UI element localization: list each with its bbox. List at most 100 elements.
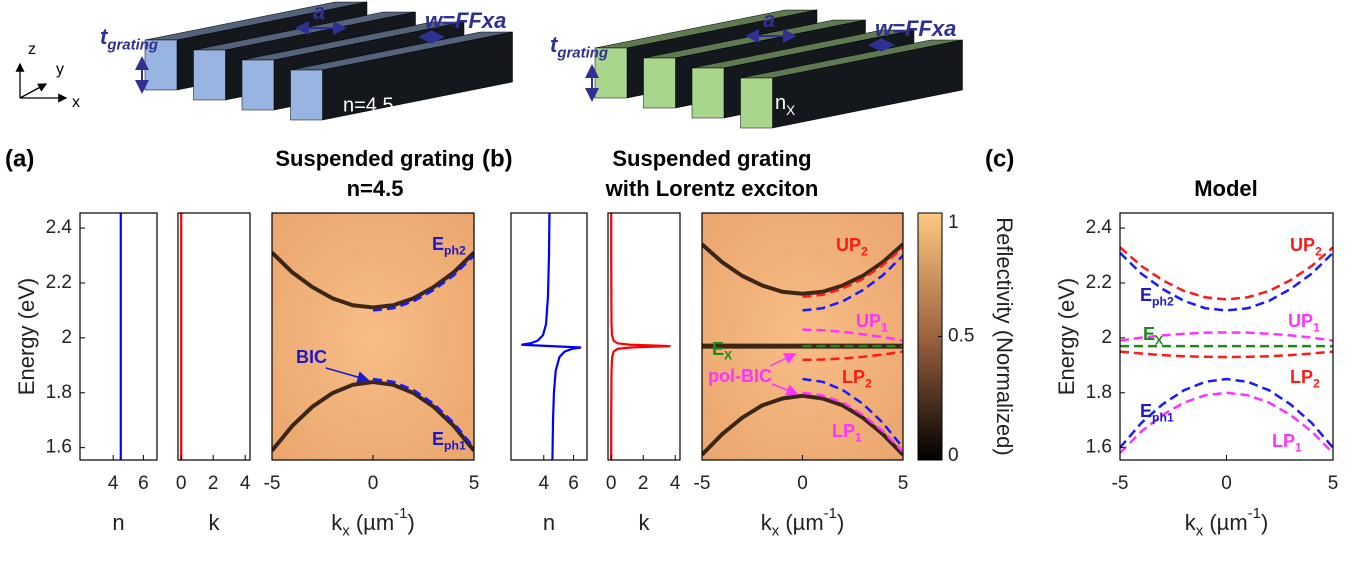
annotation-sub: ph1: [444, 439, 466, 453]
x-axis-label-sup: -1: [394, 505, 407, 522]
axis-icon-label: y: [56, 61, 64, 78]
axis-icon-label: z: [28, 41, 36, 58]
annotation-sub: 1: [1295, 441, 1302, 455]
y-axis-label: Energy (eV): [14, 278, 39, 395]
x-axis-label: kx (µm-1): [331, 505, 415, 540]
annotation-sub: 2: [1313, 377, 1320, 391]
x-tick-label: 2: [208, 473, 219, 494]
x-tick-label: 4: [108, 473, 119, 494]
plot-frame: [178, 213, 250, 460]
x-tick-label: 4: [538, 473, 549, 494]
y-tick-label: 2: [1101, 327, 1112, 348]
x-axis-label-sup: -1: [824, 505, 837, 522]
series-line: [611, 213, 670, 460]
x-tick-label: 6: [138, 473, 149, 494]
annotation: UP1: [1288, 311, 1320, 335]
panel-title: n=4.5: [347, 176, 404, 201]
annotation-text: UP: [856, 311, 881, 331]
y-tick-label: 2.4: [46, 217, 73, 238]
colorbar-tick-label: 0: [948, 445, 959, 466]
index-label: n=4.5: [343, 94, 394, 116]
panel-label: (b): [482, 145, 513, 172]
y-tick-label: 2: [61, 327, 72, 348]
annotation-text: UP: [1288, 311, 1313, 331]
annotation-sub: 1: [881, 321, 888, 335]
x-tick-label: 6: [568, 473, 579, 494]
annotation-text: LP: [1272, 431, 1295, 451]
annotation: LP2: [1290, 367, 1320, 391]
x-tick-label: -5: [1112, 473, 1129, 494]
x-tick-label: 5: [469, 473, 480, 494]
annotation-sub: 1: [855, 431, 862, 445]
x-tick-label: 0: [1221, 473, 1232, 494]
annotation-sub: X: [724, 349, 733, 363]
x-tick-label: 4: [670, 473, 681, 494]
annotation-sub: 2: [1315, 245, 1322, 259]
annotation-text: UP: [1290, 235, 1315, 255]
beam-face: [644, 58, 676, 108]
x-axis-label-end: ): [837, 510, 844, 535]
annotation-text: LP: [832, 421, 855, 441]
axis-y: [20, 84, 46, 98]
x-axis-label-mid: (µm: [350, 510, 394, 535]
annotation: pol-BIC: [708, 366, 772, 386]
thickness-label-sub: grating: [556, 45, 608, 62]
y-tick-label: 1.8: [1086, 382, 1112, 403]
panel-title: Model: [1194, 176, 1258, 201]
annotation-text: E: [432, 234, 444, 254]
annotation-sub: 1: [1313, 321, 1320, 335]
x-tick-label: 5: [898, 473, 909, 494]
y-tick-label: 2.2: [1086, 272, 1112, 293]
x-tick-label: 0: [176, 473, 187, 494]
annotation: Eph2: [1140, 285, 1174, 309]
x-axis-label-sup: -1: [1248, 505, 1261, 522]
panel-label: (c): [985, 145, 1014, 172]
x-tick-label: 4: [240, 473, 251, 494]
annotation-text: E: [1143, 324, 1155, 344]
x-axis-label: kx (µm-1): [761, 505, 845, 540]
width-label: w=FFxa: [875, 16, 956, 41]
panel-title: Suspended grating: [612, 146, 811, 171]
axis-icon-label: x: [72, 94, 80, 111]
x-axis-label-mid: (µm: [779, 510, 823, 535]
colorbar-label: Reflectivity (Normalized): [992, 217, 1017, 455]
y-tick-label: 1.6: [1086, 437, 1112, 458]
plot-frame: [608, 213, 680, 460]
index-label-sub: X: [786, 103, 795, 118]
panel-title: with Lorentz exciton: [605, 176, 819, 201]
panel-title: Suspended grating: [275, 146, 474, 171]
beam-face: [242, 60, 274, 110]
period-label: a: [313, 0, 325, 24]
colorbar-tick-label: 1: [948, 212, 959, 233]
panel-label: (a): [5, 145, 34, 172]
annotation: EX: [1143, 324, 1164, 348]
map-area: [702, 213, 903, 460]
annotation-sub: 2: [861, 245, 868, 259]
beam-face: [692, 68, 724, 118]
annotation-text: E: [432, 429, 444, 449]
annotation-text: UP: [836, 235, 861, 255]
thickness-label: tgrating: [100, 24, 158, 54]
annotation-text: E: [1140, 285, 1152, 305]
y-axis-label: Energy (eV): [1054, 278, 1079, 395]
beam-face: [741, 78, 773, 128]
thickness-label-sub: grating: [106, 37, 158, 54]
series-line: [1120, 352, 1333, 357]
annotation: LP1: [1272, 431, 1302, 455]
x-tick-label: 0: [606, 473, 617, 494]
width-label: w=FFxa: [425, 8, 506, 33]
x-tick-label: 0: [368, 473, 379, 494]
x-tick-label: -5: [264, 473, 281, 494]
x-tick-label: 0: [797, 473, 808, 494]
annotation-text: pol-BIC: [708, 366, 772, 386]
beam-face: [194, 50, 226, 100]
x-tick-label: -5: [694, 473, 711, 494]
annotation-text: LP: [842, 367, 865, 387]
x-tick-label: 5: [1328, 473, 1339, 494]
colorbar-tick-label: 0.5: [948, 326, 974, 347]
x-axis-label: n: [543, 510, 555, 535]
annotation-sub: ph2: [1152, 295, 1174, 309]
annotation-sub: ph1: [1152, 411, 1174, 425]
x-axis-label-mid: (µm: [1203, 510, 1247, 535]
annotation-text: LP: [1290, 367, 1313, 387]
